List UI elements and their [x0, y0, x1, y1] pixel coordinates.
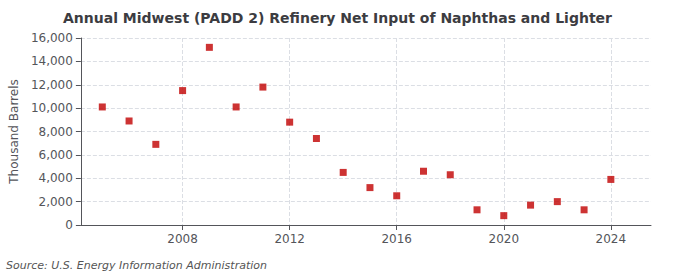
svg-text:12,000: 12,000 [31, 78, 73, 92]
svg-text:0: 0 [65, 218, 73, 232]
svg-text:Annual Midwest (PADD 2) Refine: Annual Midwest (PADD 2) Refinery Net Inp… [63, 10, 612, 26]
svg-text:2008: 2008 [167, 232, 198, 246]
svg-text:Source: U.S. Energy Informatio: Source: U.S. Energy Information Administ… [6, 259, 267, 272]
svg-text:16,000: 16,000 [31, 31, 73, 45]
svg-text:10,000: 10,000 [31, 101, 73, 115]
svg-text:6,000: 6,000 [39, 148, 73, 162]
svg-text:2024: 2024 [596, 232, 627, 246]
svg-text:2012: 2012 [274, 232, 305, 246]
svg-text:Thousand Barrels: Thousand Barrels [7, 79, 21, 184]
svg-text:4,000: 4,000 [39, 171, 73, 185]
svg-text:2,000: 2,000 [39, 195, 73, 209]
svg-text:14,000: 14,000 [31, 54, 73, 68]
svg-text:2020: 2020 [489, 232, 520, 246]
svg-text:2016: 2016 [381, 232, 412, 246]
svg-text:8,000: 8,000 [39, 125, 73, 139]
